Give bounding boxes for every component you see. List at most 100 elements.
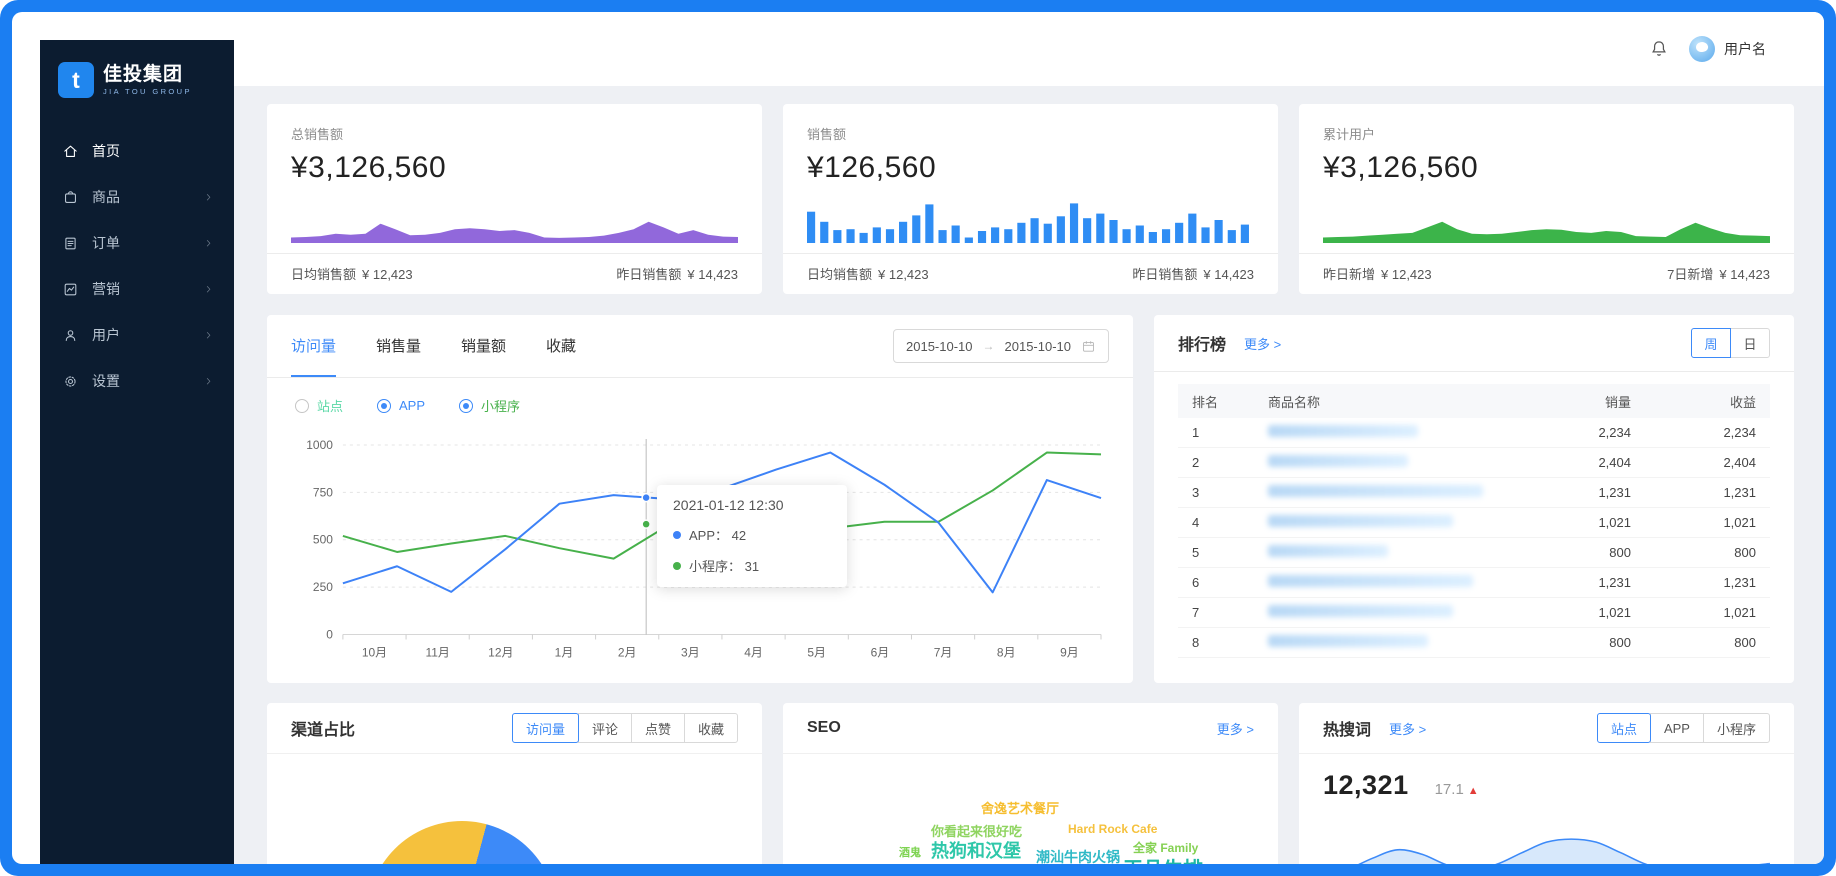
stat-footer-right: 昨日销售额 ¥ 14,423 (1132, 264, 1254, 283)
col-name: 商品名称 (1268, 394, 1321, 410)
seo-word-cloud: 舍逸艺术餐厅你看起来很好吃 Hard Rock Cafe 酒鬼 热狗和汉堡 潮汕牛肉火锅… (783, 754, 1278, 864)
sales-cell: 1,231 (1598, 485, 1631, 500)
hot-filter-小程序[interactable]: 小程序 (1702, 713, 1770, 743)
date-end: 2015-10-10 (1004, 338, 1072, 354)
date-range-picker[interactable]: 2015-10-10 → 2015-10-10 (893, 329, 1109, 363)
sidebar-item-label: 订单 (92, 235, 120, 251)
name-cell (1268, 635, 1520, 650)
user-icon (62, 327, 79, 344)
hot-search-panel: 热搜词 更多 > 站点 APP 小程序 12,321 17.1 ▲ (1299, 703, 1794, 864)
sidebar-item-label: 商品 (92, 189, 120, 205)
sidebar-item-首页[interactable]: 首页 (40, 128, 234, 174)
stat-card-2: 累计用户 ¥3,126,560 昨日新增 ¥ 12,423 7日新增 ¥ 14,423 (1299, 104, 1794, 294)
radio-站点[interactable]: 站点 (295, 396, 343, 415)
profit-cell: 800 (1734, 635, 1756, 650)
seo-word[interactable]: Hard Rock Cafe (1068, 822, 1158, 836)
chart-tooltip: 2021-01-12 12:30 APP： 42 小程序： 31 (657, 485, 847, 587)
hot-filter-group: 站点 APP 小程序 (1596, 713, 1770, 743)
radio-label: APP (399, 398, 426, 413)
username: 用户名 (1724, 41, 1766, 57)
settings-icon (62, 373, 79, 390)
rank-panel: 排行榜 更多 > 周日 排名 商品名称 销量 收益 1 2,234 2,234 2 2,404 2… (1154, 315, 1794, 683)
hot-filter-站点[interactable]: 站点 (1596, 713, 1651, 743)
sidebar-item-label: 用户 (92, 327, 120, 343)
tab-访问量[interactable]: 访问量 (291, 315, 337, 377)
channel-filter-收藏[interactable]: 收藏 (683, 713, 738, 743)
sidebar-item-商品[interactable]: 商品 (40, 174, 234, 220)
sidebar-item-label: 设置 (92, 373, 120, 389)
hot-more-link[interactable]: 更多 > (1389, 721, 1427, 737)
seo-word[interactable]: 舍逸艺术餐厅 (981, 801, 1060, 816)
table-row: 5 800 800 (1178, 538, 1770, 568)
seo-word[interactable]: 王品牛排 (1123, 853, 1203, 864)
marketing-icon (62, 281, 79, 298)
svg-text:5月: 5月 (807, 645, 826, 659)
radio-APP[interactable]: APP (377, 398, 425, 413)
sidebar-item-订单[interactable]: 订单 (40, 220, 234, 266)
seo-word[interactable]: 酒鬼 (899, 847, 921, 859)
stat-footer-left-value: ¥ 12,423 (878, 267, 929, 282)
hot-filter-APP[interactable]: APP (1649, 713, 1704, 743)
sales-cell: 1,021 (1598, 605, 1631, 620)
notification-bell-icon[interactable] (1649, 39, 1669, 59)
sales-cell: 800 (1609, 635, 1631, 650)
stat-footer-right-value: ¥ 14,423 (1203, 267, 1254, 282)
chevron-right-icon (203, 330, 214, 341)
seo-word[interactable]: 你看起来很好吃 (931, 824, 1023, 839)
sidebar-item-营销[interactable]: 营销 (40, 266, 234, 312)
tab-销量额[interactable]: 销量额 (461, 337, 507, 355)
tooltip-row-text: 小程序： 31 (689, 559, 760, 574)
app-window: t 佳投集团 JIA TOU GROUP 首页商品订单营销用户设置 用户名 总销… (12, 12, 1824, 864)
seo-word[interactable]: 热狗和汉堡 (931, 841, 1021, 861)
stat-card-sparkline (291, 197, 738, 243)
brand-logo-block[interactable]: t 佳投集团 JIA TOU GROUP (40, 40, 234, 122)
sidebar: t 佳投集团 JIA TOU GROUP 首页商品订单营销用户设置 (40, 40, 234, 864)
stat-card-value: ¥3,126,560 (291, 151, 447, 184)
seo-panel: SEO 更多 > 舍逸艺术餐厅 你看起来很好吃 Hard Rock Cafe 酒鬼 热狗… (783, 703, 1278, 864)
channel-filter-访问量[interactable]: 访问量 (511, 713, 579, 743)
tab-收藏[interactable]: 收藏 (546, 337, 577, 355)
tab-销售量[interactable]: 销售量 (376, 337, 422, 355)
stat-card-label: 总销售额 (291, 127, 344, 142)
stat-footer-left-label: 昨日新增 (1323, 267, 1376, 282)
seo-word[interactable]: 全家 Family (1133, 841, 1199, 855)
rank-title: 排行榜 (1178, 337, 1227, 354)
radio-小程序[interactable]: 小程序 (459, 396, 520, 415)
svg-text:12月: 12月 (488, 645, 513, 659)
toggle-日[interactable]: 日 (1730, 328, 1770, 358)
seo-word[interactable]: 潮汕牛肉火锅 (1036, 849, 1120, 864)
user-menu[interactable]: 用户名 (1689, 36, 1766, 62)
radio-dot (377, 398, 392, 413)
sales-cell: 800 (1609, 545, 1631, 560)
blurred-product-name (1268, 455, 1408, 467)
profit-cell: 1,231 (1723, 485, 1756, 500)
stat-card-footer: 昨日新增 ¥ 12,423 7日新增 ¥ 14,423 (1299, 253, 1794, 283)
channel-filter-点赞[interactable]: 点赞 (630, 713, 685, 743)
rank-table: 排名 商品名称 销量 收益 1 2,234 2,234 2 2,404 2,404 3 1,231 1,… (1178, 384, 1770, 658)
table-row: 4 1,021 1,021 (1178, 508, 1770, 538)
chevron-right-icon (203, 284, 214, 295)
radio-label: 站点 (317, 399, 344, 414)
svg-text:9月: 9月 (1060, 645, 1079, 659)
stat-footer-right-label: 昨日销售额 (616, 267, 682, 282)
sidebar-item-用户[interactable]: 用户 (40, 312, 234, 358)
radio-label: 小程序 (481, 399, 521, 414)
toggle-周[interactable]: 周 (1691, 328, 1731, 358)
blurred-product-name (1268, 425, 1418, 437)
svg-text:4月: 4月 (744, 645, 763, 659)
sidebar-item-设置[interactable]: 设置 (40, 358, 234, 404)
channel-title: 渠道占比 (291, 722, 356, 739)
name-cell (1268, 455, 1520, 470)
channel-filter-评论[interactable]: 评论 (577, 713, 632, 743)
rank-more-link[interactable]: 更多 > (1244, 336, 1282, 352)
hot-search-delta: 17.1 ▲ (1434, 781, 1479, 798)
col-sales: 销量 (1604, 394, 1631, 410)
brand-name: 佳投集团 (103, 64, 184, 85)
table-row: 8 800 800 (1178, 628, 1770, 658)
delta-up-icon: ▲ (1467, 785, 1479, 797)
table-row: 2 2,404 2,404 (1178, 448, 1770, 478)
calendar-icon (1083, 340, 1094, 352)
brand-subtitle: JIA TOU GROUP (103, 87, 192, 96)
seo-more-link[interactable]: 更多 > (1216, 721, 1254, 737)
